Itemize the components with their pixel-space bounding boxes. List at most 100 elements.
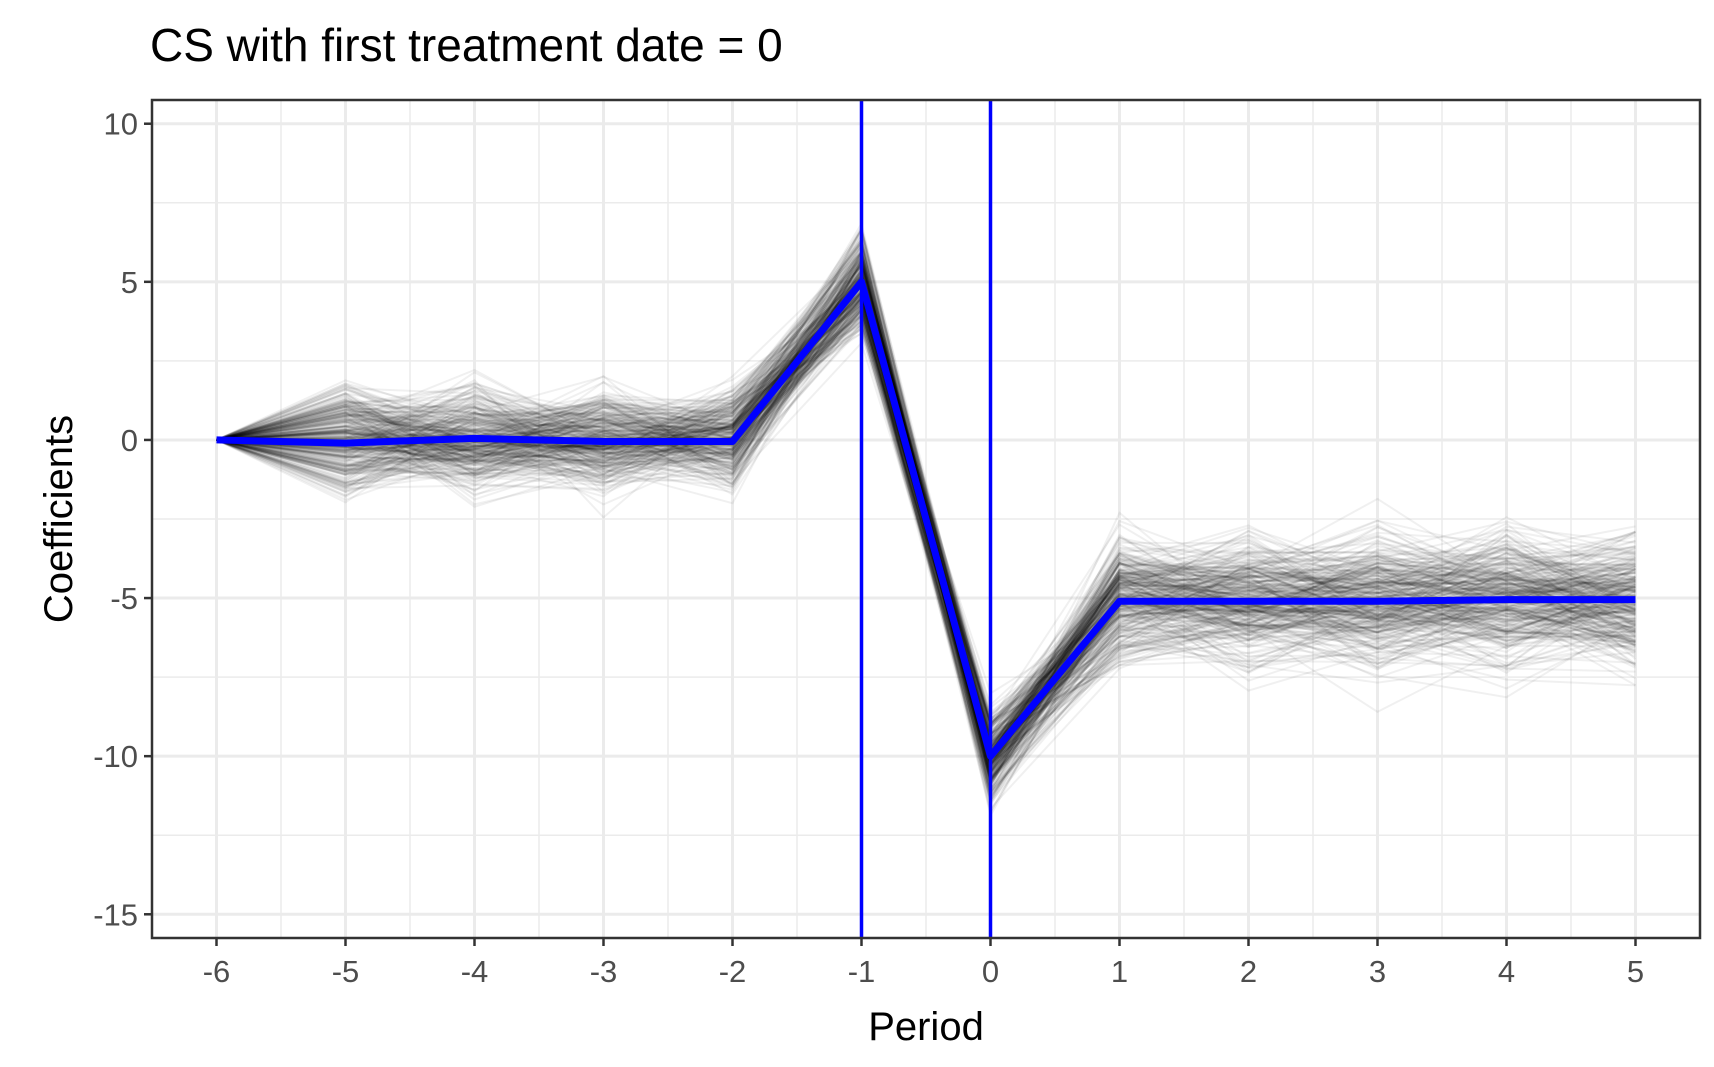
- chart-title: CS with first treatment date = 0: [150, 19, 783, 71]
- simulation-line: [216, 250, 1636, 737]
- simulation-line: [216, 248, 1636, 744]
- x-tick-label: 1: [1111, 954, 1128, 989]
- simulation-line: [216, 258, 1636, 744]
- simulation-line: [216, 260, 1637, 747]
- simulation-line: [216, 308, 1636, 787]
- simulation-line: [216, 303, 1637, 782]
- simulation-line: [216, 281, 1636, 805]
- simulation-line: [216, 239, 1636, 771]
- simulation-line: [216, 303, 1636, 803]
- x-tick-label: 2: [1240, 954, 1257, 989]
- simulation-line: [216, 296, 1636, 798]
- simulation-line: [216, 242, 1636, 767]
- simulation-line: [216, 250, 1636, 819]
- x-tick-label: 0: [982, 954, 999, 989]
- x-tick-label: 3: [1369, 954, 1386, 989]
- simulation-line: [216, 307, 1636, 778]
- simulation-line: [216, 227, 1636, 757]
- simulation-line: [216, 302, 1636, 767]
- simulation-line: [216, 318, 1636, 784]
- simulation-line: [216, 294, 1636, 773]
- y-axis-ticks: 10 5 0 -5 -10 -15: [93, 107, 152, 932]
- panel-border: [150, 98, 1702, 940]
- simulation-line: [216, 267, 1637, 728]
- simulation-line: [216, 261, 1636, 735]
- simulation-line: [216, 232, 1636, 744]
- simulation-line: [216, 304, 1636, 785]
- simulation-line: [216, 293, 1636, 815]
- simulation-line: [216, 325, 1636, 771]
- simulation-line: [216, 268, 1636, 741]
- y-tick-label: 5: [121, 265, 138, 300]
- simulation-line: [216, 307, 1636, 796]
- series-line: [216, 278, 1636, 760]
- x-tick-label: -6: [203, 954, 231, 989]
- simulation-line: [216, 260, 1636, 737]
- simulation-line: [216, 235, 1636, 732]
- y-tick-label: 10: [104, 107, 138, 142]
- simulation-line: [216, 270, 1636, 737]
- simulation-line: [216, 227, 1636, 758]
- simulation-line: [216, 250, 1636, 760]
- simulation-line: [216, 279, 1636, 728]
- simulation-line: [216, 314, 1636, 759]
- x-tick-label: -3: [590, 954, 618, 989]
- simulation-line: [216, 225, 1636, 775]
- simulation-band: [216, 220, 1637, 819]
- simulation-line: [216, 309, 1636, 764]
- simulation-line: [216, 286, 1636, 721]
- simulation-line: [216, 226, 1636, 752]
- simulation-line: [216, 273, 1636, 728]
- simulation-line: [216, 270, 1636, 731]
- simulation-line: [216, 244, 1636, 727]
- simulation-line: [216, 326, 1636, 768]
- simulation-line: [216, 233, 1636, 750]
- simulation-line: [216, 237, 1636, 759]
- simulation-line: [216, 315, 1636, 788]
- simulation-line: [216, 307, 1636, 771]
- simulation-line: [216, 298, 1636, 803]
- simulation-line: [216, 303, 1636, 770]
- simulation-line: [216, 263, 1636, 726]
- simulation-line: [216, 251, 1636, 754]
- simulation-line: [216, 275, 1636, 710]
- y-tick-label: 0: [121, 423, 138, 458]
- simulation-line: [216, 276, 1636, 720]
- simulation-line: [216, 299, 1636, 794]
- x-tick-label: 4: [1498, 954, 1515, 989]
- x-tick-label: -4: [461, 954, 489, 989]
- simulation-line: [216, 312, 1636, 789]
- simulation-line: [216, 306, 1636, 776]
- reference-lines: [859, 100, 993, 938]
- simulation-line: [216, 273, 1636, 729]
- y-tick-label: -15: [93, 897, 138, 932]
- simulation-line: [216, 314, 1636, 755]
- simulation-line: [216, 231, 1636, 746]
- simulation-line: [216, 271, 1636, 725]
- simulation-line: [216, 314, 1636, 760]
- simulation-line: [216, 295, 1636, 770]
- simulation-line: [216, 321, 1636, 757]
- simulation-line: [216, 288, 1636, 793]
- simulation-line: [216, 261, 1636, 744]
- y-tick-label: -10: [93, 739, 138, 774]
- simulation-line: [216, 237, 1636, 745]
- simulation-line: [216, 254, 1636, 815]
- simulation-line: [216, 282, 1636, 783]
- simulation-line: [216, 272, 1636, 717]
- simulation-line: [216, 262, 1636, 715]
- simulation-line: [216, 293, 1636, 783]
- simulation-line: [216, 264, 1636, 731]
- simulation-line: [216, 311, 1636, 776]
- simulation-line: [216, 300, 1636, 794]
- simulation-line: [216, 255, 1636, 738]
- simulation-line: [216, 256, 1636, 750]
- simulation-line: [216, 275, 1636, 804]
- y-axis-title: Coefficients: [37, 415, 81, 623]
- y-tick-label: -5: [110, 581, 138, 616]
- simulation-line: [216, 308, 1636, 772]
- simulation-line: [216, 308, 1636, 783]
- simulation-line: [216, 250, 1636, 724]
- simulation-line: [216, 331, 1636, 771]
- simulation-line: [216, 321, 1636, 750]
